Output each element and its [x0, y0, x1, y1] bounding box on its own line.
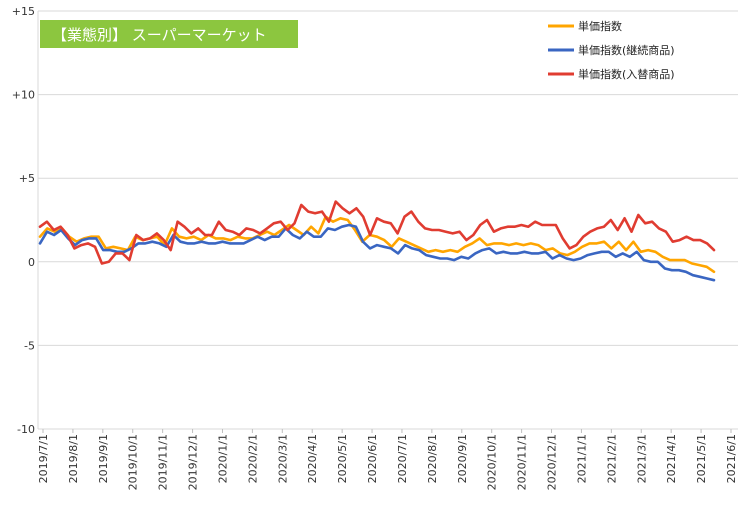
x-tick-label: 2020/7/1	[396, 434, 409, 483]
y-tick-label: +10	[12, 89, 35, 102]
x-tick-label: 2019/10/1	[127, 434, 140, 490]
x-tick-label: 2021/2/1	[605, 434, 618, 483]
x-tick-label: 2019/9/1	[97, 434, 110, 483]
y-tick-label: +5	[19, 172, 35, 185]
y-tick-label: +15	[12, 5, 35, 18]
series-line	[38, 223, 716, 282]
x-tick-label: 2020/8/1	[426, 434, 439, 483]
x-tick-label: 2021/5/1	[695, 434, 708, 483]
x-tick-label: 2020/12/1	[546, 434, 559, 490]
x-tick-label: 2020/5/1	[336, 434, 349, 483]
x-tick-label: 2020/10/1	[486, 434, 499, 490]
x-tick-label: 2019/12/1	[187, 434, 200, 490]
x-tick-label: 2020/9/1	[456, 434, 469, 483]
x-tick-label: 2020/11/1	[516, 434, 529, 490]
x-tick-label: 2019/7/1	[37, 434, 50, 483]
x-tick-label: 2021/3/1	[635, 434, 648, 483]
x-tick-label: 2019/8/1	[67, 434, 80, 483]
chart-title: 【業態別】 スーパーマーケット	[52, 26, 267, 44]
legend-label: 単価指数(入替商品)	[578, 67, 675, 81]
legend-label: 単価指数(継続商品)	[578, 43, 675, 57]
y-tick-label: -5	[24, 339, 35, 352]
legend-label: 単価指数	[578, 19, 622, 33]
series-line	[38, 200, 716, 265]
y-axis-ticks: +15 +10 +5 0 -5 -10	[12, 5, 35, 436]
x-tick-label: 2021/1/1	[575, 434, 588, 483]
x-tick-label: 2019/11/1	[157, 434, 170, 490]
chart-title-badge	[40, 20, 298, 48]
x-tick-label: 2020/3/1	[276, 434, 289, 483]
series-lines	[38, 200, 716, 282]
x-tick-label: 2021/6/1	[725, 434, 738, 483]
x-tick-label: 2020/4/1	[306, 434, 319, 483]
gridlines	[37, 10, 738, 430]
x-tick-label: 2020/6/1	[366, 434, 379, 483]
y-tick-label: 0	[28, 256, 35, 269]
x-tick-label: 2020/2/1	[246, 434, 259, 483]
x-tick-label: 2020/1/1	[216, 434, 229, 483]
y-tick-label: -10	[17, 423, 35, 436]
x-axis-ticks: 2019/7/1 2019/8/1 2019/9/1 2019/10/1 2019/11…	[37, 429, 738, 490]
x-tick-label: 2021/4/1	[665, 434, 678, 483]
